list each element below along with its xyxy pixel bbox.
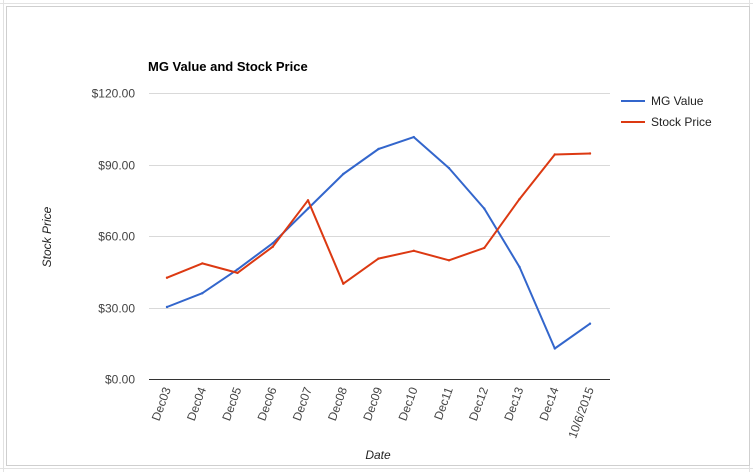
data-point <box>412 135 415 139</box>
data-point <box>518 197 521 201</box>
data-point <box>553 153 556 156</box>
data-point <box>342 172 345 176</box>
x-tick-label: Dec13 <box>501 385 526 423</box>
data-point <box>483 207 486 210</box>
x-tick-label: Dec04 <box>184 385 209 423</box>
data-point <box>588 152 592 155</box>
x-tick-label: Dec06 <box>255 385 280 423</box>
y-tick-label: $0.00 <box>105 373 135 387</box>
y-tick-label: $90.00 <box>98 159 135 173</box>
data-point <box>377 147 380 151</box>
chart-title: MG Value and Stock Price <box>148 59 308 74</box>
data-series <box>165 135 592 350</box>
data-point <box>271 242 274 245</box>
x-tick-label: 10/6/2015 <box>565 385 597 440</box>
y-axis-title: Stock Price <box>40 206 54 267</box>
chart-container[interactable]: MG Value and Stock Price $0.00 $30.00 $60.… <box>6 6 750 466</box>
legend-item[interactable]: Stock Price <box>621 115 712 129</box>
data-point <box>518 265 521 269</box>
legend-item[interactable]: MG Value <box>621 94 704 108</box>
x-tick-label: Dec03 <box>149 385 174 423</box>
x-tick-label: Dec11 <box>431 385 456 422</box>
data-point <box>447 166 451 170</box>
x-axis-title: Date <box>365 448 391 462</box>
y-tick-label: $120.00 <box>92 87 136 101</box>
data-point <box>236 271 239 275</box>
x-tick-label: Dec14 <box>537 385 562 423</box>
y-tick-label: $30.00 <box>98 302 135 316</box>
data-point <box>201 262 204 265</box>
x-tick-label: Dec10 <box>396 385 421 423</box>
data-point <box>412 249 415 252</box>
data-point <box>201 292 204 295</box>
x-tick-label: Dec07 <box>290 385 315 423</box>
legend-label: MG Value <box>651 94 704 108</box>
data-point <box>165 276 169 279</box>
data-point <box>553 347 556 350</box>
data-point <box>377 257 380 260</box>
y-tick-label: $60.00 <box>98 230 135 244</box>
legend-label: Stock Price <box>651 115 712 129</box>
x-tick-label: Dec08 <box>325 385 350 423</box>
data-point <box>306 207 310 210</box>
data-point <box>342 282 345 285</box>
series-line-mg-value[interactable] <box>166 136 591 350</box>
data-point <box>588 322 592 325</box>
x-tick-label: Dec05 <box>219 385 244 423</box>
legend: MG Value Stock Price <box>621 94 712 129</box>
line-chart: MG Value and Stock Price $0.00 $30.00 $60.… <box>40 59 712 462</box>
data-point <box>447 259 451 262</box>
data-point <box>483 246 486 250</box>
data-point <box>236 268 239 271</box>
data-point <box>306 199 310 202</box>
x-axis-ticks: Dec03 Dec04 Dec05 Dec06 Dec07 Dec08 Dec09 Dec10… <box>149 385 597 440</box>
gridlines <box>149 93 610 309</box>
y-axis-ticks: $0.00 $30.00 $60.00 $90.00 $120.00 <box>92 87 136 387</box>
x-tick-label: Dec09 <box>360 385 385 423</box>
series-line-stock-price[interactable] <box>166 152 591 285</box>
data-point <box>165 305 169 309</box>
data-point <box>271 245 274 248</box>
x-tick-label: Dec12 <box>466 385 491 423</box>
